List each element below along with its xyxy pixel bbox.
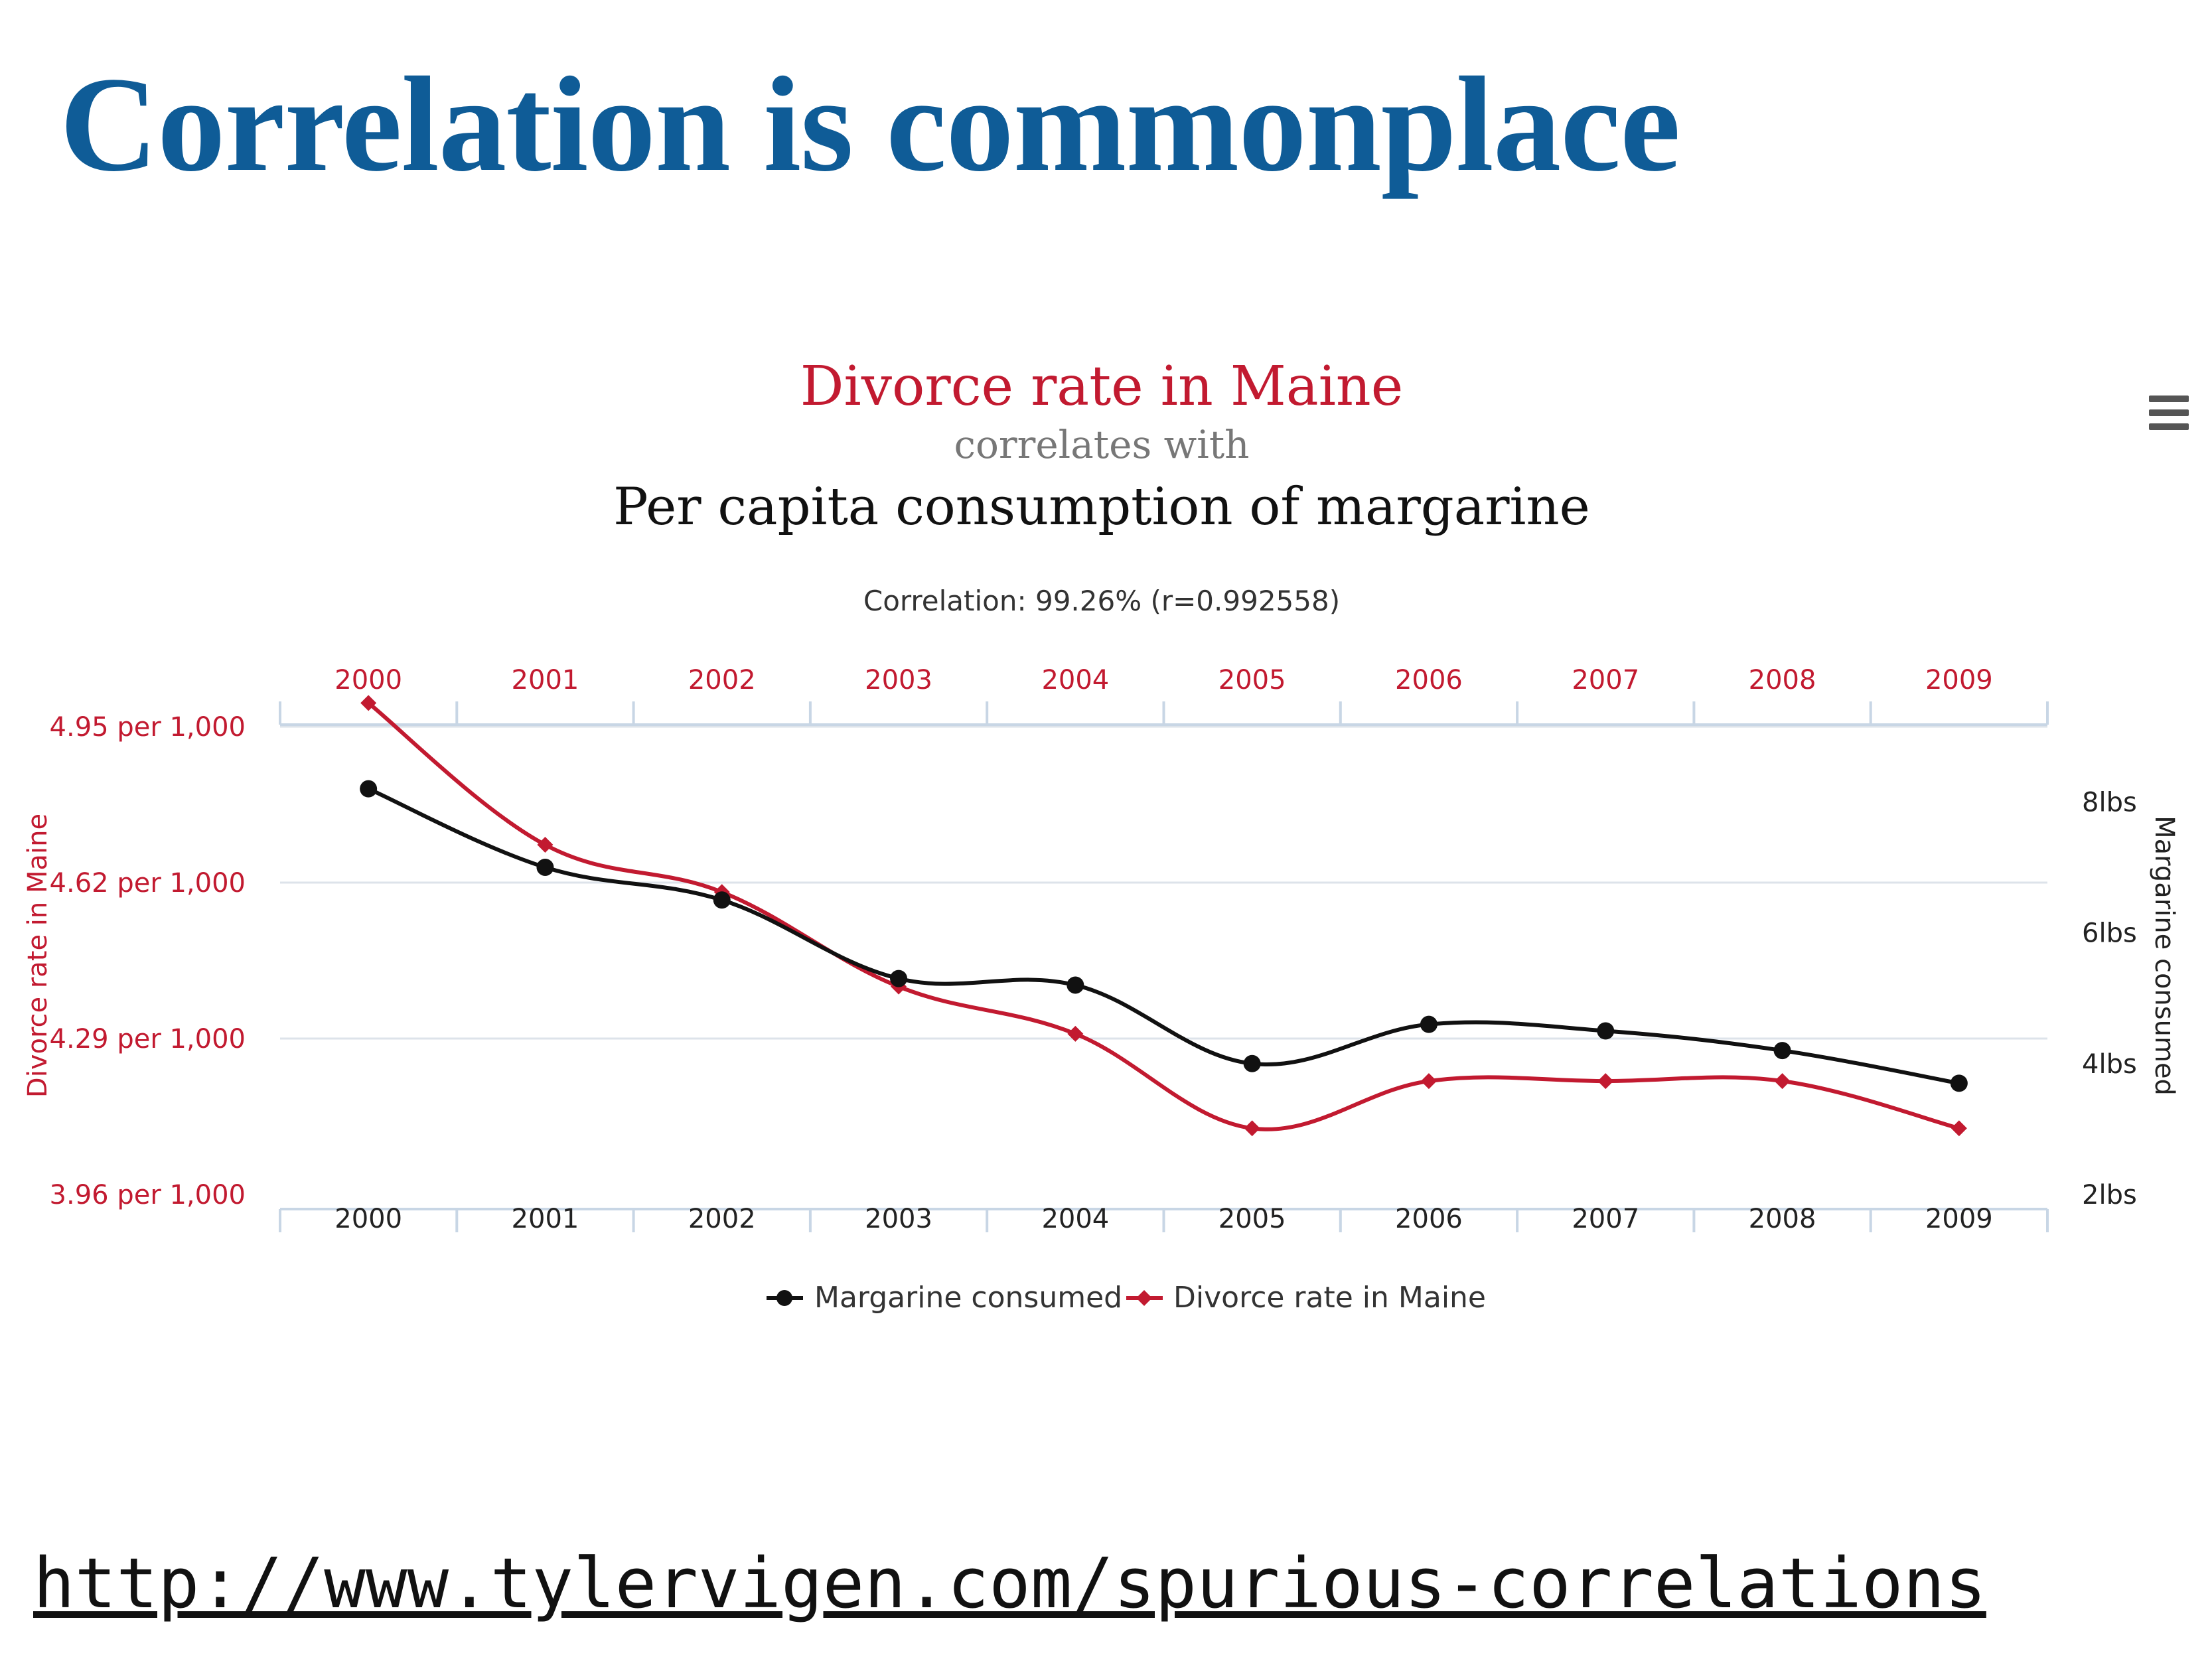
- x-tick-label-top: 2007: [1572, 665, 1639, 695]
- x-tick-label-top: 2003: [865, 665, 932, 695]
- legend-label: Margarine consumed: [814, 1281, 1122, 1315]
- x-tick-label-top: 2004: [1041, 665, 1109, 695]
- chart-subtitle: Per capita consumption of margarine: [613, 477, 1590, 537]
- source-link[interactable]: http://www.tylervigen.com/spurious-corre…: [33, 1543, 1986, 1624]
- left-axis-tick-label: 4.95 per 1,000: [50, 712, 246, 743]
- legend-label: Divorce rate in Maine: [1173, 1281, 1486, 1315]
- legend-swatch-marker: [776, 1290, 792, 1306]
- x-tick-label-top: 2009: [1925, 665, 1993, 695]
- x-tick-label-bottom: 2009: [1925, 1204, 1993, 1234]
- x-tick-label-bottom: 2000: [334, 1204, 402, 1234]
- x-tick-label-bottom: 2008: [1749, 1204, 1816, 1234]
- data-point-divorce-rate-in-maine: [1420, 1073, 1437, 1090]
- data-point-margarine-consumed: [713, 891, 731, 909]
- data-point-margarine-consumed: [1243, 1054, 1261, 1072]
- data-point-divorce-rate-in-maine: [1244, 1120, 1260, 1137]
- x-tick-label-top: 2002: [688, 665, 756, 695]
- left-axis-tick-label: 3.96 per 1,000: [50, 1180, 246, 1210]
- left-axis-title: Divorce rate in Maine: [23, 814, 53, 1098]
- right-axis-title: Margarine consumed: [2149, 816, 2179, 1096]
- correlation-text: Correlation: 99.26% (r=0.992558): [863, 585, 1340, 617]
- data-point-margarine-consumed: [1420, 1015, 1438, 1033]
- data-point-margarine-consumed: [360, 780, 378, 798]
- series-line-margarine-consumed: [367, 786, 1960, 1086]
- data-point-divorce-rate-in-maine: [1067, 1025, 1084, 1042]
- data-point-divorce-rate-in-maine: [360, 695, 377, 711]
- x-tick-label-bottom: 2001: [512, 1204, 579, 1234]
- right-axis-tick-label: 8lbs: [2082, 787, 2137, 818]
- x-tick-label-bottom: 2004: [1041, 1204, 1109, 1234]
- x-tick-label-top: 2006: [1395, 665, 1463, 695]
- series-line-divorce-rate-in-maine: [367, 701, 1960, 1131]
- right-axis-tick-label: 4lbs: [2082, 1049, 2137, 1080]
- data-point-margarine-consumed: [536, 858, 554, 876]
- chart-connector-text: correlates with: [954, 422, 1250, 467]
- data-point-divorce-rate-in-maine: [1774, 1073, 1791, 1090]
- data-point-margarine-consumed: [1773, 1042, 1791, 1060]
- data-point-margarine-consumed: [890, 970, 908, 987]
- legend-swatch-marker: [1136, 1290, 1152, 1306]
- left-axis-tick-label: 4.62 per 1,000: [50, 868, 246, 899]
- right-axis-tick-label: 6lbs: [2082, 918, 2137, 949]
- hamburger-menu-icon[interactable]: [2149, 396, 2189, 430]
- left-axis-tick-label: 4.29 per 1,000: [50, 1024, 246, 1054]
- x-tick-label-top: 2008: [1749, 665, 1816, 695]
- x-tick-label-top: 2000: [334, 665, 402, 695]
- data-point-margarine-consumed: [1950, 1074, 1968, 1092]
- x-tick-label-top: 2005: [1218, 665, 1286, 695]
- data-point-divorce-rate-in-maine: [1597, 1073, 1614, 1090]
- chart-panel: Divorce rate in Maine correlates with Per …: [0, 352, 2212, 1340]
- x-tick-label-top: 2001: [512, 665, 579, 695]
- data-point-margarine-consumed: [1067, 976, 1084, 994]
- x-tick-label-bottom: 2006: [1395, 1204, 1463, 1234]
- chart-title: Divorce rate in Maine: [800, 355, 1404, 418]
- x-tick-label-bottom: 2002: [688, 1204, 756, 1234]
- x-tick-label-bottom: 2003: [865, 1204, 932, 1234]
- x-tick-label-bottom: 2007: [1572, 1204, 1639, 1234]
- right-axis-tick-label: 2lbs: [2082, 1180, 2137, 1210]
- slide-title: Correlation is commonplace: [60, 49, 1680, 200]
- data-point-divorce-rate-in-maine: [537, 837, 553, 853]
- x-tick-label-bottom: 2005: [1218, 1204, 1286, 1234]
- data-point-divorce-rate-in-maine: [1951, 1120, 1967, 1137]
- data-point-margarine-consumed: [1597, 1022, 1615, 1040]
